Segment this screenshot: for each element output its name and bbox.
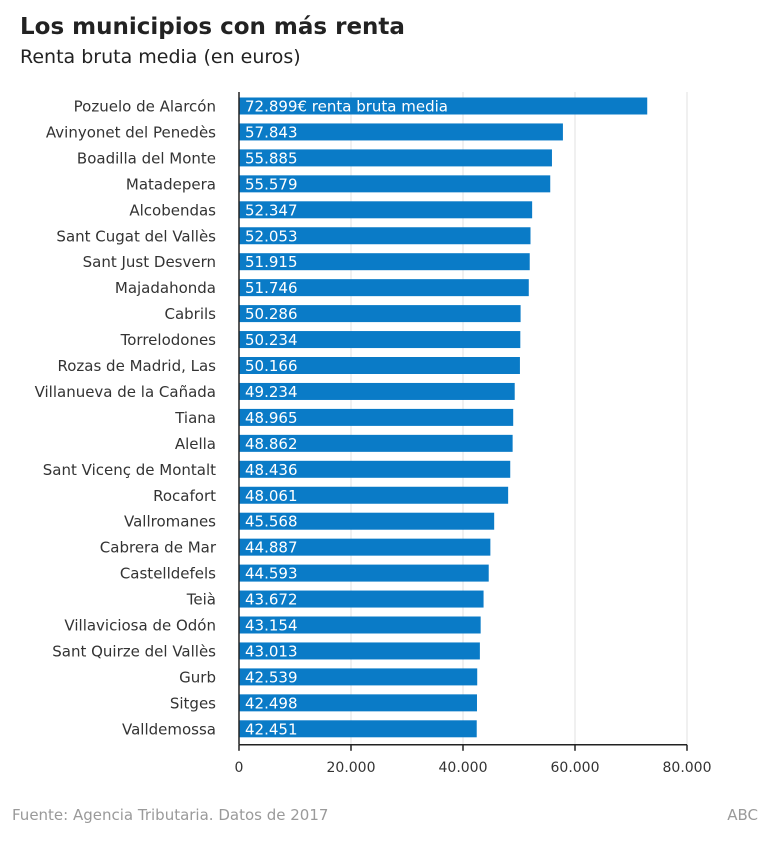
bar bbox=[239, 149, 552, 167]
bar-value-label: 45.568 bbox=[245, 513, 298, 531]
x-tick-label: 40.000 bbox=[439, 760, 488, 776]
x-tick-label: 0 bbox=[235, 760, 244, 776]
category-label: Avinyonet del Penedès bbox=[46, 123, 216, 141]
category-label: Torrelodones bbox=[120, 331, 217, 349]
bar bbox=[239, 357, 520, 374]
bar bbox=[239, 486, 509, 504]
bar-value-label: 42.451 bbox=[245, 720, 298, 738]
bar-value-label: 52.347 bbox=[245, 201, 298, 219]
bar bbox=[239, 279, 529, 297]
bar bbox=[239, 720, 477, 738]
bar-value-label: 48.436 bbox=[245, 461, 298, 479]
category-label: Cabrils bbox=[164, 305, 216, 323]
bar-value-label: 42.539 bbox=[245, 668, 298, 686]
bar bbox=[239, 694, 477, 712]
bar bbox=[239, 331, 521, 349]
bar bbox=[239, 538, 491, 556]
category-label: Alcobendas bbox=[129, 201, 216, 219]
bar bbox=[239, 382, 515, 400]
bar bbox=[239, 227, 531, 245]
bar-value-label: 44.593 bbox=[245, 565, 298, 583]
bar-value-label: 51.746 bbox=[245, 279, 298, 297]
category-label: Sant Just Desvern bbox=[83, 253, 216, 271]
bar-value-label: 48.862 bbox=[245, 435, 298, 453]
category-label: Majadahonda bbox=[115, 279, 216, 297]
category-label: Valldemossa bbox=[122, 720, 216, 738]
bar bbox=[239, 460, 511, 478]
category-label: Castelldefels bbox=[120, 565, 216, 583]
bar-value-label: 49.234 bbox=[245, 383, 298, 401]
bar-value-label: 50.166 bbox=[245, 357, 298, 375]
x-axis: 0 20.000 40.000 60.000 80.000 bbox=[235, 92, 712, 776]
category-labels: Pozuelo de Alarcón Avinyonet del Penedès B… bbox=[35, 98, 217, 739]
chart-title: Los municipios con más renta bbox=[20, 14, 405, 40]
bar-value-label: 57.843 bbox=[245, 123, 298, 141]
bar bbox=[239, 123, 563, 141]
x-tick-label: 20.000 bbox=[327, 760, 376, 776]
bar-value-label: 44.887 bbox=[245, 539, 298, 557]
bar-value-label: 52.053 bbox=[245, 227, 298, 245]
category-label: Villaviciosa de Odón bbox=[64, 617, 216, 635]
bar-value-label: 72.899€ renta bruta media bbox=[245, 98, 448, 116]
bar bbox=[239, 616, 481, 634]
category-label: Sant Cugat del Vallès bbox=[56, 227, 216, 245]
bar bbox=[239, 97, 648, 115]
bar bbox=[239, 642, 480, 660]
category-label: Sitges bbox=[170, 694, 216, 712]
bar bbox=[239, 590, 484, 608]
bar bbox=[239, 305, 521, 323]
bar-value-label: 50.286 bbox=[245, 305, 298, 323]
bar bbox=[239, 564, 489, 582]
bar-value-label: 48.061 bbox=[245, 487, 298, 505]
source-note: Fuente: Agencia Tributaria. Datos de 201… bbox=[12, 806, 329, 824]
bar-value-label: 48.965 bbox=[245, 409, 298, 427]
category-label: Villanueva de la Cañada bbox=[35, 383, 216, 401]
brand-label: ABC bbox=[727, 806, 758, 824]
category-label: Sant Vicenç de Montalt bbox=[43, 461, 216, 479]
category-label: Sant Quirze del Vallès bbox=[52, 642, 216, 660]
category-label: Tiana bbox=[174, 409, 216, 427]
category-label: Teià bbox=[186, 591, 216, 609]
bar bbox=[239, 512, 495, 530]
bar bbox=[239, 175, 551, 193]
bar bbox=[239, 201, 533, 219]
category-label: Vallromanes bbox=[124, 513, 216, 531]
bar-value-label: 43.672 bbox=[245, 591, 298, 609]
bar bbox=[239, 408, 514, 426]
chart-subtitle: Renta bruta media (en euros) bbox=[20, 46, 301, 68]
category-label: Gurb bbox=[179, 668, 216, 686]
bar-value-label: 50.234 bbox=[245, 331, 298, 349]
bar-value-label: 55.579 bbox=[245, 175, 298, 193]
bar bbox=[239, 434, 513, 452]
category-label: Pozuelo de Alarcón bbox=[74, 98, 216, 116]
category-label: Matadepera bbox=[126, 175, 216, 193]
bar-value-label: 43.013 bbox=[245, 642, 298, 660]
category-label: Boadilla del Monte bbox=[77, 149, 216, 167]
category-label: Rozas de Madrid, Las bbox=[57, 357, 216, 375]
category-label: Alella bbox=[175, 435, 216, 453]
x-tick-label: 60.000 bbox=[551, 760, 600, 776]
category-label: Cabrera de Mar bbox=[100, 539, 217, 557]
bar-value-label: 43.154 bbox=[245, 617, 298, 635]
bar bbox=[239, 253, 530, 271]
bar-value-label: 51.915 bbox=[245, 253, 298, 271]
x-tick-label: 80.000 bbox=[663, 760, 712, 776]
bars: 72.899€ renta bruta media 57.843 55.885 55.… bbox=[239, 97, 648, 738]
bar-value-label: 55.885 bbox=[245, 149, 298, 167]
bar bbox=[239, 668, 478, 686]
bar-value-label: 42.498 bbox=[245, 694, 298, 712]
category-label: Rocafort bbox=[153, 487, 216, 505]
